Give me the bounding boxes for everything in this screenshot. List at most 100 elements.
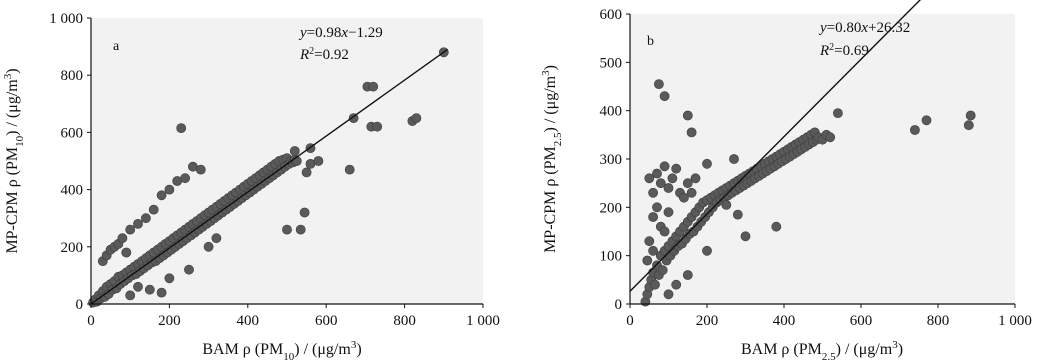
data-point <box>663 207 674 218</box>
data-point <box>121 247 132 258</box>
data-point <box>682 110 693 121</box>
data-point <box>295 224 306 235</box>
plot-area <box>630 14 1015 304</box>
data-point <box>203 241 214 252</box>
data-point <box>679 192 689 203</box>
data-point <box>667 173 678 184</box>
regression-equation: y=0.80x+26.32 <box>818 20 910 36</box>
data-point <box>648 212 658 222</box>
data-point <box>655 178 666 189</box>
regression-line <box>629 0 922 292</box>
data-point <box>125 224 136 235</box>
data-point <box>642 255 653 266</box>
x-tick-label: 0 <box>626 313 634 329</box>
data-point <box>195 164 206 175</box>
data-point <box>164 184 175 195</box>
data-point <box>282 224 292 235</box>
y-axis-title: MP-CPM ρ (PM2.5) / (μg/m3) <box>540 65 564 253</box>
data-point <box>825 132 836 143</box>
data-point <box>313 156 324 166</box>
data-point <box>372 121 383 132</box>
data-point <box>740 231 751 242</box>
panel-label: b <box>647 34 654 49</box>
x-tick-label: 400 <box>773 313 796 329</box>
x-axis-title: BAM ρ (PM2.5) / (μg/m3) <box>741 339 903 363</box>
x-axis-title: BAM ρ (PM10) / (μg/m3) <box>202 339 361 363</box>
data-point <box>965 110 976 121</box>
x-tick-label: 1 000 <box>466 313 500 329</box>
panel-a: 0 200 400 600 800 1 000 0 200 400 600 800 1 000 a y=0… <box>2 11 500 363</box>
data-point <box>176 123 187 134</box>
data-point <box>729 154 739 164</box>
data-point <box>648 187 658 198</box>
y-tick-label: 400 <box>61 183 84 199</box>
x-tick-label: 800 <box>393 313 416 329</box>
data-point <box>125 290 136 301</box>
data-point <box>289 146 300 156</box>
data-point <box>702 245 712 256</box>
y-tick-label: 600 <box>600 7 623 23</box>
r-squared-label: R2=0.69 <box>819 42 869 60</box>
data-point <box>144 284 155 295</box>
y-tick-label: 0 <box>615 297 623 313</box>
data-point <box>148 204 159 215</box>
y-tick-label: 500 <box>600 55 623 71</box>
x-tick-label: 800 <box>927 313 950 329</box>
panel-label: a <box>113 39 120 54</box>
data-point <box>301 167 312 178</box>
data-point <box>657 265 668 276</box>
x-tick-label: 600 <box>850 313 873 329</box>
data-point <box>686 127 697 138</box>
data-point <box>348 113 359 123</box>
data-point <box>133 281 143 292</box>
data-point <box>140 213 151 224</box>
y-tick-label: 0 <box>76 297 84 313</box>
data-point <box>671 279 682 290</box>
data-point <box>833 108 843 118</box>
data-point <box>156 287 167 298</box>
regression-equation: y=0.98x−1.29 <box>298 25 383 41</box>
y-tick-label: 300 <box>600 152 623 168</box>
data-point <box>671 163 682 174</box>
y-tick-label: 100 <box>600 249 623 265</box>
data-point <box>652 202 662 213</box>
data-point <box>652 168 662 179</box>
data-point <box>133 218 143 229</box>
data-point <box>963 120 974 131</box>
x-tick-label: 200 <box>696 313 719 329</box>
data-point <box>682 270 693 280</box>
y-tick-label: 200 <box>61 240 84 256</box>
x-tick-label: 1 000 <box>998 313 1032 329</box>
data-point <box>299 207 310 218</box>
y-tick-label: 600 <box>61 125 84 141</box>
data-point <box>663 289 674 300</box>
data-point <box>654 79 664 89</box>
y-tick-label: 800 <box>61 68 84 84</box>
data-point <box>921 115 932 126</box>
data-point <box>682 178 693 189</box>
y-tick-label: 1 000 <box>49 11 83 27</box>
y-axis-title: MP-CPM ρ (PM10) / (μg/m3) <box>2 68 26 253</box>
data-point <box>117 233 128 244</box>
data-point <box>156 190 167 201</box>
data-point <box>344 164 355 175</box>
data-point <box>411 113 422 123</box>
data-point <box>644 236 655 247</box>
data-point <box>650 279 660 290</box>
data-point <box>690 173 701 184</box>
data-point <box>648 245 658 256</box>
data-point <box>663 183 674 193</box>
data-point <box>180 173 190 184</box>
data-point <box>721 199 732 210</box>
data-point <box>659 91 670 102</box>
data-point <box>771 221 782 232</box>
data-point <box>659 226 670 237</box>
y-tick-label: 400 <box>600 104 623 120</box>
data-point <box>184 264 194 275</box>
x-tick-label: 200 <box>158 313 181 329</box>
data-point <box>368 81 379 92</box>
data-point <box>211 233 222 244</box>
x-tick-label: 0 <box>87 313 95 329</box>
